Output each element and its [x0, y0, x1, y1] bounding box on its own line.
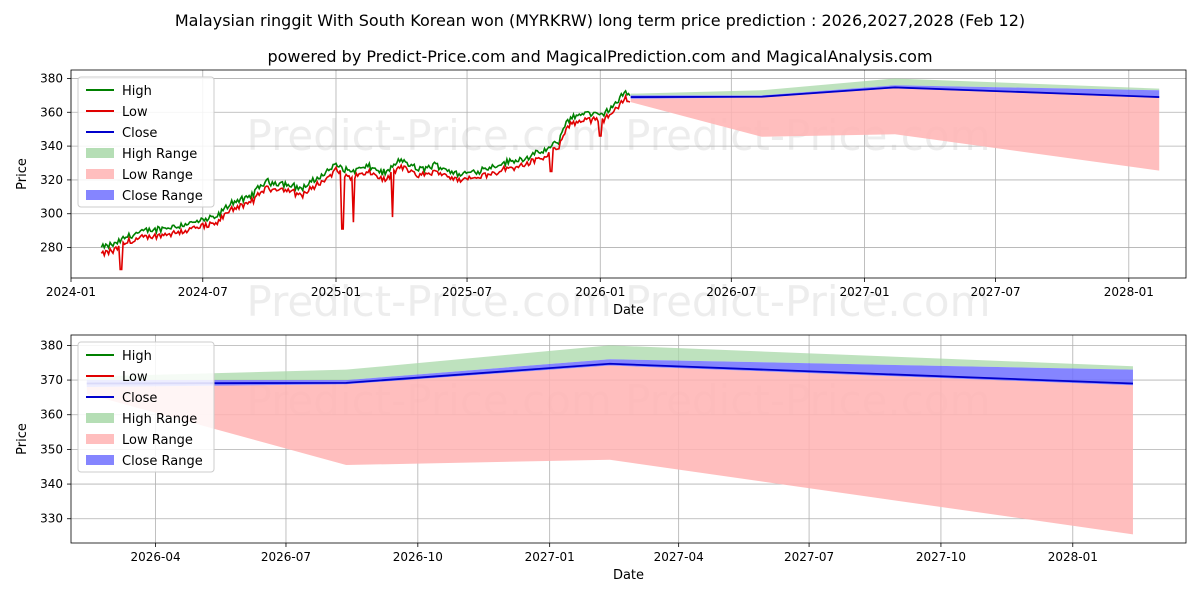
x-tick-label: 2027-07: [971, 285, 1021, 299]
x-tick-label: 2027-04: [654, 550, 704, 564]
x-tick-label: 2025-01: [311, 285, 361, 299]
x-tick-label: 2027-01: [525, 550, 575, 564]
y-tick-label: 320: [40, 173, 63, 187]
x-tick-label: 2024-01: [46, 285, 96, 299]
x-tick-label: 2024-07: [178, 285, 228, 299]
y-tick-label: 340: [40, 139, 63, 153]
y-tick-label: 360: [40, 105, 63, 119]
legend-label: High: [122, 349, 152, 364]
legend-label: Low Range: [122, 168, 193, 183]
x-tick-label: 2026-01: [575, 285, 625, 299]
watermark-text: Predict-Price.com Predict-Price.com: [246, 277, 990, 326]
y-axis-label: Price: [15, 423, 30, 455]
x-axis-label: Date: [613, 303, 644, 318]
legend-patch-swatch: [86, 413, 114, 423]
high-range-band: [86, 345, 1133, 381]
y-tick-label: 300: [40, 207, 63, 221]
y-tick-label: 330: [40, 512, 63, 526]
high-range-band: [630, 78, 1160, 96]
x-axis-label: Date: [613, 568, 644, 583]
x-tick-label: 2026-07: [706, 285, 756, 299]
chart-title: Malaysian ringgit With South Korean won …: [175, 11, 1025, 30]
legend-patch-swatch: [86, 169, 114, 179]
y-tick-label: 350: [40, 442, 63, 456]
high-history-line: [100, 89, 631, 251]
x-tick-label: 2026-04: [130, 550, 180, 564]
close-forecast-line: [86, 362, 1134, 385]
legend-label: High: [122, 84, 152, 99]
legend-label: Low: [122, 105, 148, 120]
legend-patch-swatch: [86, 455, 114, 465]
legend-patch-swatch: [86, 434, 114, 444]
x-tick-label: 2026-07: [261, 550, 311, 564]
x-tick-label: 2027-10: [916, 550, 966, 564]
top-panel: Predict-Price.com Predict-Price.comPredi…: [15, 69, 1187, 326]
y-tick-label: 380: [40, 71, 63, 85]
legend-label: Close Range: [122, 189, 203, 204]
plot-frame: [70, 334, 1187, 544]
y-tick-label: 360: [40, 408, 63, 422]
low-range-band: [630, 88, 1160, 171]
x-tick-label: 2027-01: [839, 285, 889, 299]
close-forecast-line: [630, 86, 1160, 98]
low-history-line: [100, 93, 631, 271]
close-range-band: [630, 85, 1160, 99]
legend-patch-swatch: [86, 190, 114, 200]
x-tick-label: 2026-10: [393, 550, 443, 564]
y-tick-label: 340: [40, 477, 63, 491]
plot-frame: [70, 69, 1187, 279]
x-tick-label: 2025-07: [442, 285, 492, 299]
legend-label: High Range: [122, 147, 197, 162]
legend-label: Close Range: [122, 454, 203, 469]
legend-label: Close: [122, 126, 157, 141]
chart-subtitle: powered by Predict-Price.com and Magical…: [267, 47, 932, 66]
y-tick-label: 370: [40, 373, 63, 387]
legend-patch-swatch: [86, 148, 114, 158]
legend-label: Low: [122, 370, 148, 385]
legend-label: Low Range: [122, 433, 193, 448]
close-range-band: [86, 359, 1133, 387]
y-axis-label: Price: [15, 158, 30, 190]
legend: High Low Close High Range Low Range Close Ran…: [77, 341, 215, 473]
y-tick-label: 280: [40, 241, 63, 255]
x-tick-label: 2027-07: [784, 550, 834, 564]
bottom-panel: Predict-Price.com Predict-Price.com2026-…: [15, 334, 1187, 583]
y-tick-label: 380: [40, 338, 63, 352]
legend-label: High Range: [122, 412, 197, 427]
x-tick-label: 2028-01: [1048, 550, 1098, 564]
legend: High Low Close High Range Low Range Close Ran…: [77, 76, 215, 208]
low-range-band: [86, 365, 1133, 535]
legend-label: Close: [122, 391, 157, 406]
x-tick-label: 2028-01: [1104, 285, 1154, 299]
